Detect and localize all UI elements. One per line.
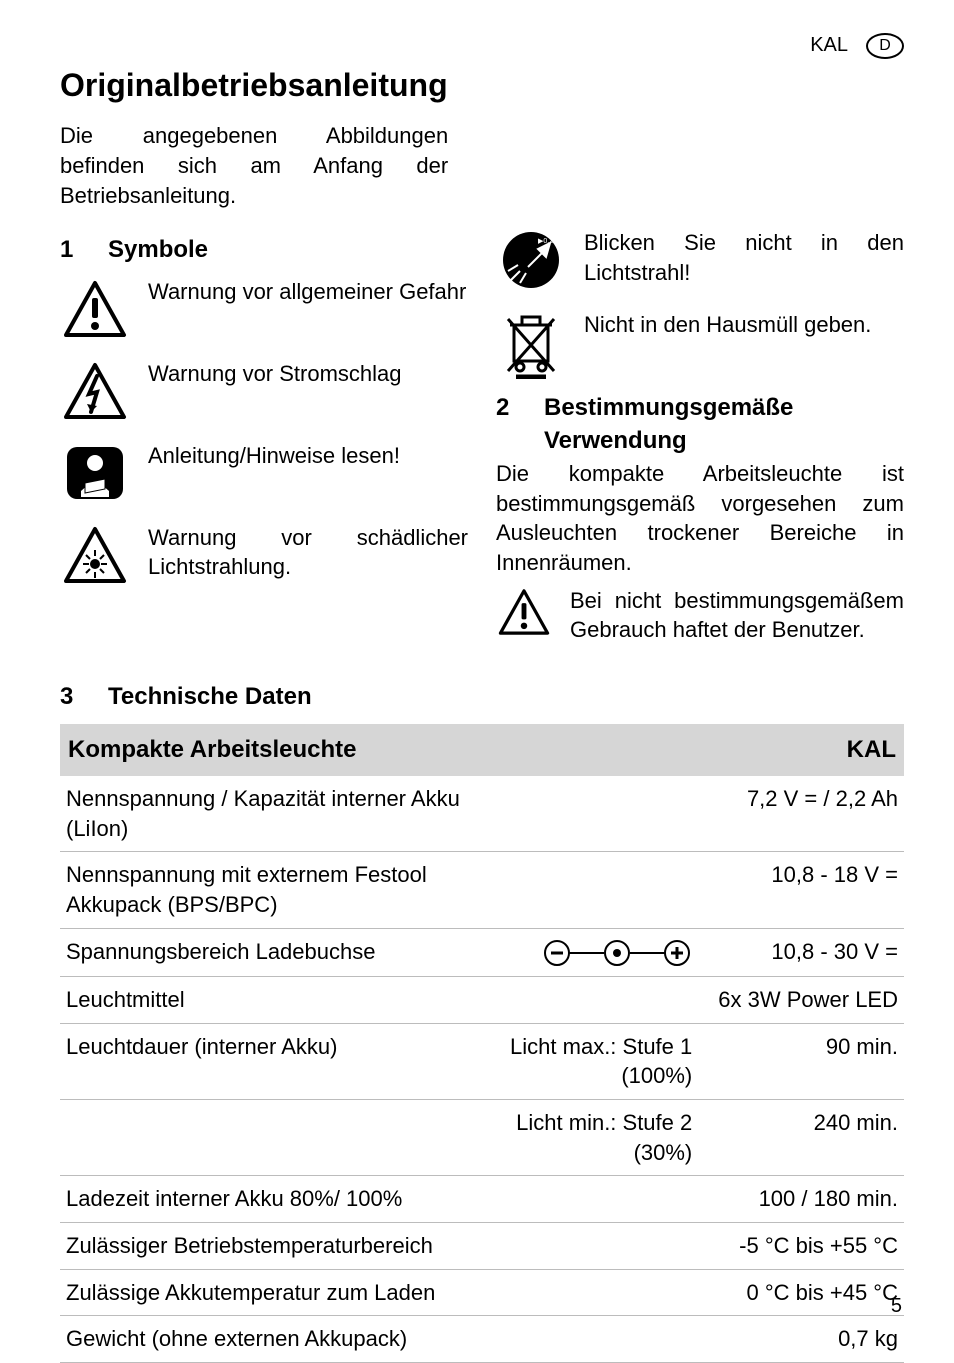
spec-value: 10,8 - 30 V = xyxy=(712,928,904,976)
spec-label: Zulässiger Betriebstemperaturbereich xyxy=(60,1223,484,1270)
spec-mid xyxy=(484,928,712,976)
symbol-text: Warnung vor Stromschlag xyxy=(148,359,468,389)
section-2-body: Die kompakte Arbeitsleuchte ist bestimmu… xyxy=(496,459,904,578)
header-right: KAL D xyxy=(810,32,904,59)
section-1-number: 1 xyxy=(60,234,84,266)
section-3-title: Technische Daten xyxy=(108,681,312,713)
warning-general-icon xyxy=(496,586,552,638)
spec-label: Spannungsbereich Ladebuchse xyxy=(60,928,484,976)
page-number: 5 xyxy=(891,1293,902,1320)
spec-mid xyxy=(484,976,712,1023)
section-1-heading: 1 Symbole xyxy=(60,234,468,266)
section-1-title: Symbole xyxy=(108,234,208,266)
symbol-row: Anleitung/Hinweise lesen! xyxy=(60,441,468,505)
section-3-heading: 3 Technische Daten xyxy=(60,681,904,713)
spec-value: 10,8 - 18 V = xyxy=(712,852,904,928)
symbol-text: Warnung vor allgemeiner Gefahr xyxy=(148,277,468,307)
symbol-text: Anleitung/Hinweise lesen! xyxy=(148,441,468,471)
read-manual-icon xyxy=(60,441,130,505)
table-row: Ladezeit interner Akku 80%/ 100% 100 / 18… xyxy=(60,1176,904,1223)
table-row: Gewicht (ohne externen Akkupack) 0,7 kg xyxy=(60,1316,904,1363)
table-row: Licht min.: Stufe 2 (30%)240 min. xyxy=(60,1099,904,1175)
symbol-row: Warnung vor allgemeiner Gefahr xyxy=(60,277,468,341)
spec-mid: Licht min.: Stufe 2 (30%) xyxy=(484,1099,712,1175)
language-badge: D xyxy=(866,33,904,59)
table-row: Spannungsbereich Ladebuchse 10,8 - 30 V = xyxy=(60,928,904,976)
spec-label: Gewicht (ohne externen Akkupack) xyxy=(60,1316,484,1363)
spec-value: -5 °C bis +55 °C xyxy=(712,1223,904,1270)
spec-label: Nennspannung mit externem Festool Akkupa… xyxy=(60,852,484,928)
symbol-text: Blicken Sie nicht in den Lichtstrahl! xyxy=(584,228,904,287)
spec-label: Ladezeit interner Akku 80%/ 100% xyxy=(60,1176,484,1223)
section-2-heading: 2 Bestimmungsgemäße Verwendung xyxy=(496,392,904,457)
spec-value: 240 min. xyxy=(712,1099,904,1175)
spec-value: 0,7 kg xyxy=(712,1316,904,1363)
symbol-row: Warnung vor Stromschlag xyxy=(60,359,468,423)
table-head-right: KAL xyxy=(712,724,904,776)
symbol-row: Bei nicht bestimmungsgemäßem Gebrauch ha… xyxy=(496,586,904,645)
spec-mid: Licht max.: Stufe 1 (100%) xyxy=(484,1023,712,1099)
page-title: Originalbetriebsanleitung xyxy=(60,64,904,107)
table-row: Zulässiger Betriebstemperaturbereich -5 °… xyxy=(60,1223,904,1270)
section-2-warning: Bei nicht bestimmungsgemäßem Gebrauch ha… xyxy=(570,586,904,645)
table-row: Nennspannung mit externem Festool Akkupa… xyxy=(60,852,904,928)
spec-label: Leuchtmittel xyxy=(60,976,484,1023)
no-household-waste-icon xyxy=(496,310,566,374)
symbol-text: Nicht in den Hausmüll geben. xyxy=(584,310,904,340)
spec-label: Nennspannung / Kapazität interner Akku (… xyxy=(60,776,484,852)
spec-mid xyxy=(484,1223,712,1270)
spec-mid xyxy=(484,852,712,928)
symbol-row: Nicht in den Hausmüll geben. xyxy=(496,310,904,374)
spec-value: 0 °C bis +45 °C xyxy=(712,1269,904,1316)
spec-label: Zulässige Akkutemperatur zum Laden xyxy=(60,1269,484,1316)
spec-mid xyxy=(484,1269,712,1316)
spec-table: Kompakte Arbeitsleuchte KAL Nennspannung… xyxy=(60,724,904,1363)
table-head-left: Kompakte Arbeitsleuchte xyxy=(60,724,712,776)
intro-text: Die angegebenen Abbildungen befinden sic… xyxy=(60,121,448,210)
spec-value: 90 min. xyxy=(712,1023,904,1099)
table-row: Nennspannung / Kapazität interner Akku (… xyxy=(60,776,904,852)
spec-value: 6x 3W Power LED xyxy=(712,976,904,1023)
spec-label xyxy=(60,1099,484,1175)
symbol-row: Warnung vor schädlicher Lichtstrahlung. xyxy=(60,523,468,587)
section-3-number: 3 xyxy=(60,681,84,713)
symbol-row: ▶0.25s Blicken Sie nicht in den Lichtstr… xyxy=(496,228,904,292)
warning-general-icon xyxy=(60,277,130,341)
warning-light-radiation-icon xyxy=(60,523,130,587)
table-row: Leuchtdauer (interner Akku)Licht max.: S… xyxy=(60,1023,904,1099)
table-row: Leuchtmittel 6x 3W Power LED xyxy=(60,976,904,1023)
section-2-number: 2 xyxy=(496,392,520,457)
section-2-title: Bestimmungsgemäße Verwendung xyxy=(544,392,904,457)
spec-mid xyxy=(484,1316,712,1363)
no-look-light-icon: ▶0.25s xyxy=(496,228,566,292)
spec-mid xyxy=(484,776,712,852)
spec-label: Leuchtdauer (interner Akku) xyxy=(60,1023,484,1099)
warning-shock-icon xyxy=(60,359,130,423)
svg-text:▶0.25s: ▶0.25s xyxy=(538,238,561,245)
spec-value: 7,2 V = / 2,2 Ah xyxy=(712,776,904,852)
table-row: Zulässige Akkutemperatur zum Laden 0 °C b… xyxy=(60,1269,904,1316)
symbol-text: Warnung vor schädlicher Lichtstrahlung. xyxy=(148,523,468,582)
spec-mid xyxy=(484,1176,712,1223)
model-code: KAL xyxy=(810,32,848,59)
spec-value: 100 / 180 min. xyxy=(712,1176,904,1223)
